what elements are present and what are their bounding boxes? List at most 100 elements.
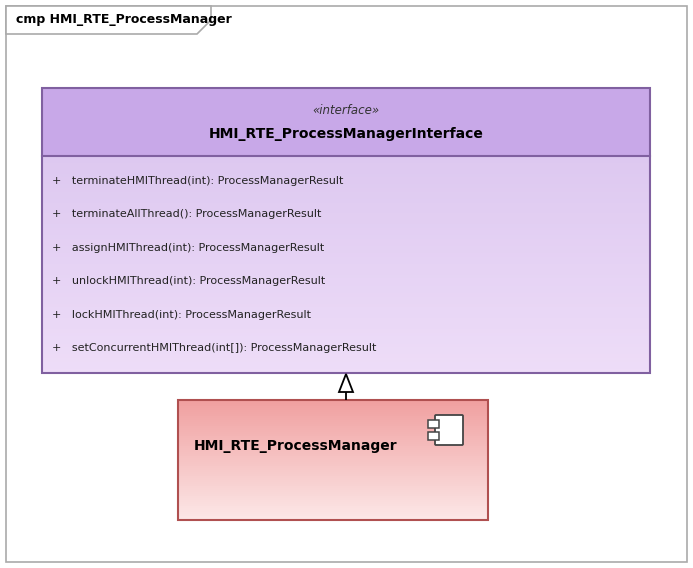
Bar (178, 506, 488, 508)
Bar (178, 425, 488, 428)
Bar (178, 428, 488, 430)
Bar (42, 340, 650, 344)
Bar (178, 475, 488, 478)
Bar (178, 502, 488, 504)
Bar (178, 417, 488, 420)
Bar (178, 457, 488, 460)
Bar (178, 495, 488, 498)
Bar (42, 159, 650, 163)
Bar (42, 235, 650, 239)
Bar (178, 432, 488, 434)
Bar (42, 163, 650, 167)
Bar (178, 437, 488, 440)
Bar (42, 220, 650, 225)
Bar (42, 260, 650, 265)
Bar (42, 286, 650, 290)
Text: cmp HMI_RTE_ProcessManager: cmp HMI_RTE_ProcessManager (16, 14, 231, 27)
Bar (42, 264, 650, 268)
Text: «interface»: «interface» (313, 103, 380, 116)
Bar (42, 351, 650, 355)
Bar (42, 307, 650, 311)
Bar (178, 498, 488, 500)
Bar (178, 399, 488, 402)
Bar (42, 322, 650, 326)
Bar (178, 416, 488, 418)
Bar (42, 268, 650, 272)
Bar (178, 414, 488, 416)
Bar (178, 509, 488, 512)
Bar (42, 282, 650, 286)
Bar (178, 474, 488, 476)
FancyBboxPatch shape (42, 88, 650, 156)
Bar (42, 188, 650, 192)
Bar (178, 482, 488, 484)
Bar (178, 517, 488, 520)
FancyBboxPatch shape (428, 432, 439, 440)
Bar (178, 433, 488, 436)
Bar (178, 440, 488, 442)
Bar (42, 293, 650, 297)
Bar (178, 467, 488, 470)
Bar (42, 318, 650, 323)
Bar (42, 185, 650, 189)
Bar (42, 289, 650, 294)
Bar (178, 403, 488, 406)
Text: HMI_RTE_ProcessManager: HMI_RTE_ProcessManager (194, 438, 398, 453)
Polygon shape (339, 374, 353, 392)
Bar (42, 210, 650, 214)
Text: +   lockHMIThread(int): ProcessManagerResult: + lockHMIThread(int): ProcessManagerResu… (52, 310, 311, 320)
Bar (178, 449, 488, 452)
Bar (42, 203, 650, 207)
Text: HMI_RTE_ProcessManagerInterface: HMI_RTE_ProcessManagerInterface (209, 127, 484, 141)
Bar (42, 358, 650, 362)
Bar (42, 257, 650, 261)
Bar (178, 478, 488, 480)
Bar (178, 456, 488, 458)
Bar (178, 512, 488, 514)
Bar (42, 206, 650, 210)
Bar (42, 253, 650, 257)
Bar (178, 421, 488, 424)
Bar (42, 249, 650, 254)
Bar (42, 365, 650, 369)
FancyBboxPatch shape (6, 6, 687, 562)
Bar (42, 199, 650, 203)
Bar (178, 470, 488, 472)
Bar (178, 494, 488, 496)
Bar (42, 224, 650, 228)
Bar (42, 304, 650, 308)
Bar (42, 170, 650, 174)
Bar (42, 228, 650, 232)
Bar (42, 354, 650, 358)
Polygon shape (6, 6, 211, 34)
Bar (42, 369, 650, 373)
Text: +   assignHMIThread(int): ProcessManagerResult: + assignHMIThread(int): ProcessManagerRe… (52, 243, 324, 253)
Bar (178, 420, 488, 422)
Bar (178, 471, 488, 474)
Bar (178, 411, 488, 414)
Bar (178, 453, 488, 456)
Bar (178, 503, 488, 506)
Bar (178, 490, 488, 492)
FancyBboxPatch shape (428, 420, 439, 428)
Bar (178, 483, 488, 486)
Text: +   terminateHMIThread(int): ProcessManagerResult: + terminateHMIThread(int): ProcessManage… (52, 176, 343, 186)
Bar (178, 402, 488, 404)
Bar (178, 441, 488, 444)
Bar (42, 300, 650, 304)
Bar (178, 499, 488, 502)
Bar (42, 336, 650, 340)
Bar (42, 344, 650, 348)
Bar (42, 195, 650, 199)
Bar (42, 174, 650, 178)
Bar (178, 460, 488, 462)
Bar (42, 246, 650, 250)
Bar (178, 410, 488, 412)
Bar (42, 239, 650, 243)
Bar (42, 177, 650, 181)
Bar (178, 448, 488, 450)
Bar (42, 231, 650, 236)
Bar (42, 325, 650, 329)
Bar (178, 491, 488, 494)
Bar (178, 466, 488, 468)
